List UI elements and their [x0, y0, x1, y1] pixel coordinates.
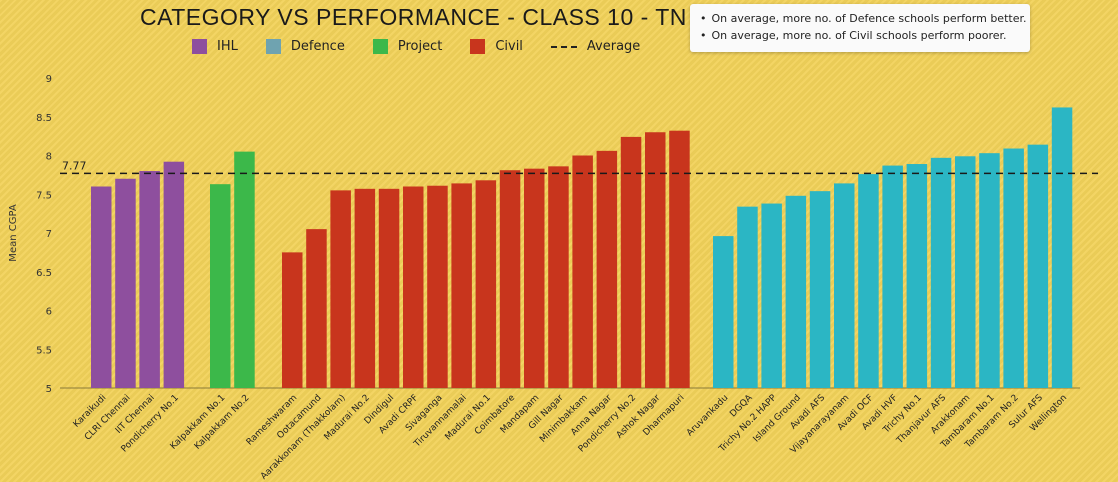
bar-civil [451, 183, 472, 388]
insight-notes: On average, more no. of Defence schools … [690, 4, 1030, 52]
legend-swatch-defence [265, 39, 281, 54]
bar-civil [645, 132, 666, 388]
note-civil: On average, more no. of Civil schools pe… [700, 27, 1020, 44]
bar-civil [427, 185, 448, 388]
bar-civil [403, 186, 424, 388]
bar-project [210, 184, 231, 388]
legend-label-project: Project [397, 39, 443, 54]
bar-defence [713, 236, 734, 388]
y-tick-label: 7.5 [36, 190, 52, 201]
bar-ihl [91, 186, 112, 388]
y-axis-label: Mean CGPA [8, 204, 19, 262]
bar-civil [378, 188, 400, 388]
y-tick-label: 6.5 [36, 268, 52, 279]
bar-civil [548, 166, 569, 388]
legend-item-project: Project [372, 39, 443, 54]
y-tick-label: 8.5 [36, 113, 52, 124]
bar-civil [524, 168, 545, 388]
bar-civil [499, 170, 521, 388]
legend-label-average: Average [586, 39, 641, 54]
y-tick-label: 5 [46, 384, 52, 395]
x-tick-label: Aruvankadu [685, 393, 730, 438]
legend-swatch-ihl [192, 39, 207, 54]
y-tick-label: 8 [46, 152, 52, 163]
bar-ihl [115, 178, 136, 388]
bar-civil [354, 188, 376, 388]
bar-civil [306, 229, 327, 388]
y-tick-label: 7 [46, 229, 52, 240]
note-defence: On average, more no. of Defence schools … [700, 10, 1027, 27]
bar-defence [882, 165, 903, 388]
bar-defence [761, 203, 782, 388]
legend-dash-average [550, 45, 577, 48]
bar-defence [834, 183, 855, 388]
chart-title: CATEGORY VS PERFORMANCE - CLASS 10 - TN [140, 4, 687, 30]
average-value-label: 7.77 [62, 159, 87, 172]
bar-ihl [163, 161, 185, 388]
bar-civil [620, 136, 642, 388]
bar-civil [282, 252, 303, 388]
legend-label-civil: Civil [495, 39, 523, 54]
bar-civil [330, 190, 351, 388]
legend-swatch-civil [470, 39, 486, 54]
bar-defence [955, 156, 976, 388]
bar-civil [669, 130, 690, 388]
legend-item-ihl: IHL [192, 39, 238, 54]
bar-defence [1003, 148, 1024, 388]
y-tick-label: 9 [46, 74, 52, 85]
legend: IHL Defence Project Civil Average [192, 39, 668, 54]
bar-defence [737, 206, 758, 388]
bar-civil [596, 150, 618, 388]
legend-swatch-project [372, 39, 388, 54]
y-tick-label: 5.5 [36, 345, 52, 356]
bar-defence [930, 157, 952, 388]
legend-item-defence: Defence [265, 39, 345, 54]
bar-defence [906, 164, 928, 388]
legend-label-defence: Defence [290, 39, 345, 54]
bar-defence [1051, 107, 1073, 388]
bar-defence [785, 195, 807, 388]
legend-item-average: Average [550, 39, 641, 54]
y-tick-label: 6 [46, 307, 52, 318]
bar-defence [1027, 144, 1049, 388]
bar-civil [572, 155, 593, 388]
bar-defence [858, 174, 879, 388]
bar-project [234, 151, 255, 388]
bar-civil [475, 180, 497, 388]
bar-ihl [139, 171, 160, 388]
legend-label-ihl: IHL [217, 39, 238, 54]
bar-defence [979, 153, 1000, 388]
legend-item-civil: Civil [470, 39, 523, 54]
bar-defence [809, 191, 831, 388]
